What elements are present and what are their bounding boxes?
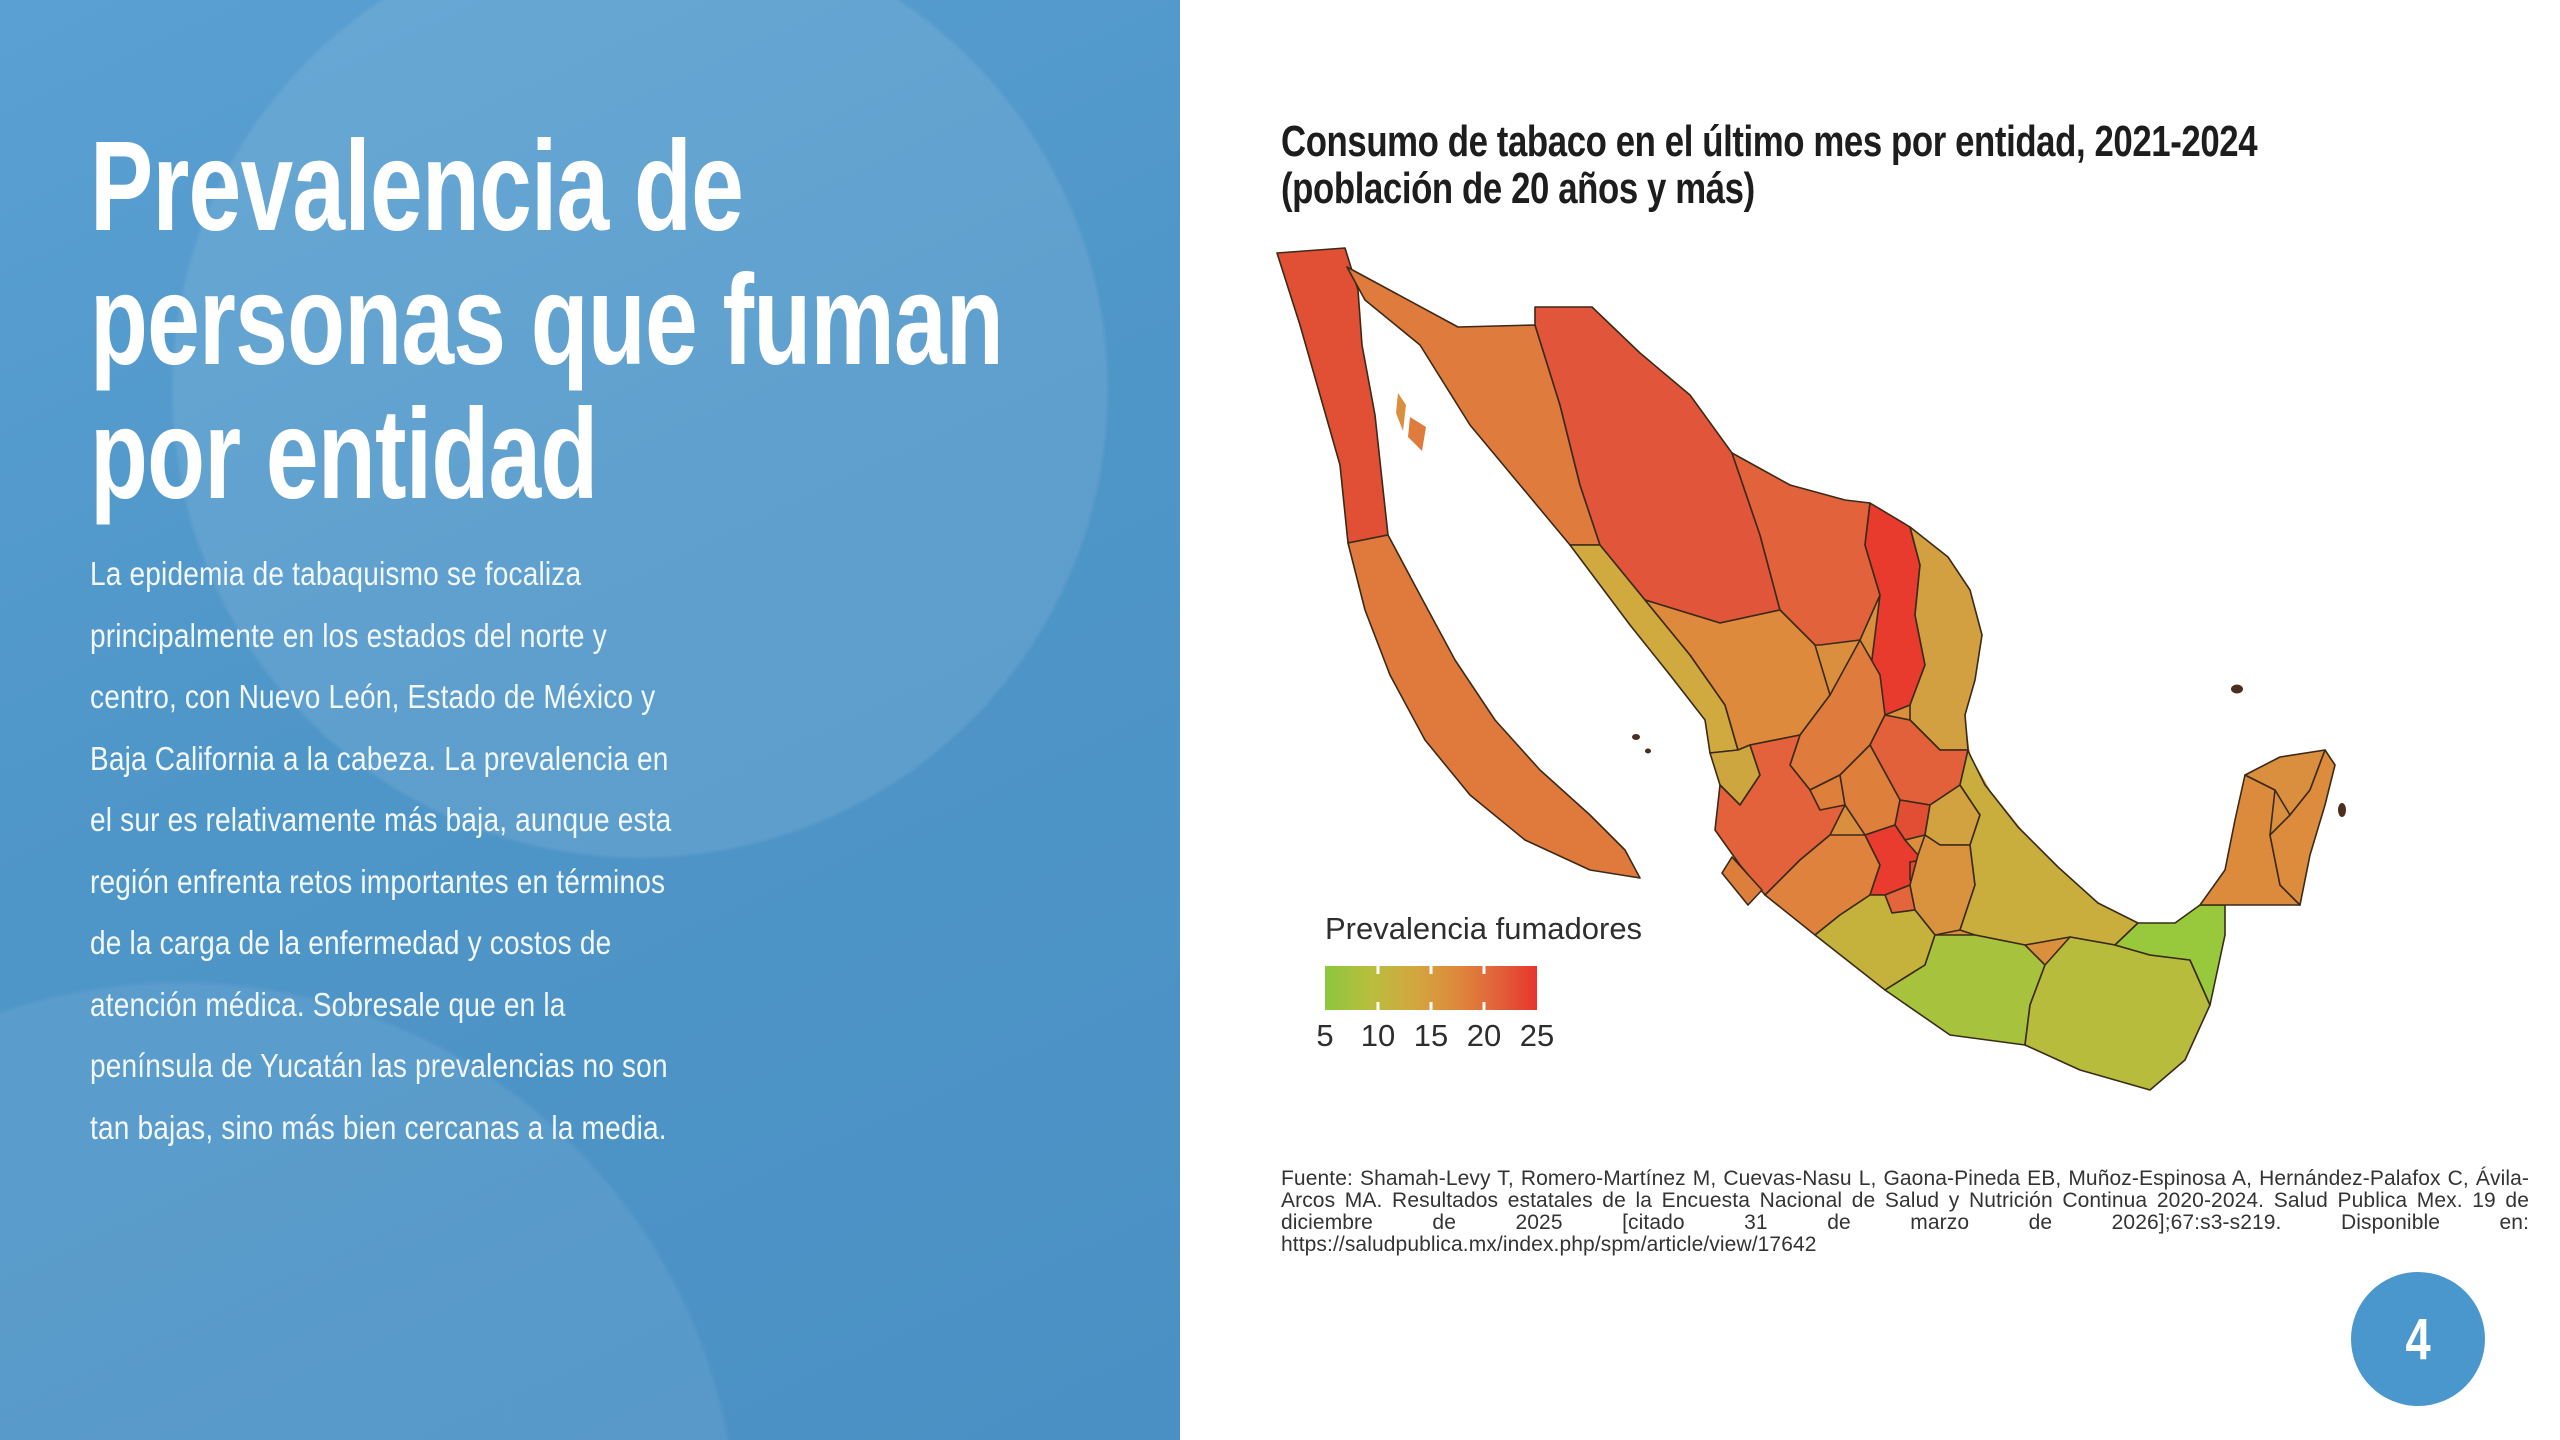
page-number: 4 — [2405, 1306, 2431, 1372]
state-veracruz: Veracruz — 12 — [1959, 749, 2139, 946]
legend-tick-label: 25 — [1519, 1018, 1555, 1053]
island-marias-1 — [1632, 734, 1640, 740]
legend-tick-notch — [1429, 966, 1433, 974]
island-tiburon — [1408, 417, 1426, 451]
legend-tick-notch — [1482, 1002, 1486, 1010]
state-colima: Colima — 18 — [1721, 856, 1763, 906]
mexico-choropleth-map: Baja California — 22Baja California Sur … — [1270, 245, 2540, 1135]
legend-title: Prevalencia fumadores — [1325, 911, 1643, 946]
state-quintana_roo: Quintana Roo — 17 — [2269, 749, 2336, 906]
island-angel-de-la-guarda — [1396, 393, 1406, 431]
map-chart-title: Consumo de tabaco en el último mes por e… — [1281, 117, 2258, 213]
island-cozumel — [2338, 803, 2346, 817]
island-north-of-yucatan — [2231, 684, 2243, 694]
state-coahuila: Coahuila — 20 — [1731, 452, 1881, 646]
island-marias-2 — [1645, 748, 1651, 754]
state-baja_california_sur: Baja California Sur — 18 — [1347, 534, 1641, 879]
legend-tick-notch — [1376, 966, 1380, 974]
state-tabasco: Tabasco — 7 — [2114, 904, 2226, 1006]
legend-tick-notch — [1482, 966, 1486, 974]
legend-tick-label: 10 — [1360, 1018, 1396, 1053]
slide-body-text: La epidemia de tabaquismo se focaliza pr… — [90, 555, 672, 1146]
legend-tick-label: 5 — [1316, 1018, 1334, 1053]
legend-tick-label: 15 — [1413, 1018, 1449, 1053]
legend-color-scale — [1325, 966, 1537, 1010]
mexico-map-svg: Baja California — 22Baja California Sur … — [1276, 247, 2346, 1091]
legend-tick-notch — [1429, 1002, 1433, 1010]
state-queretaro: Querétaro — 22 — [1894, 799, 1931, 841]
state-chiapas: Chiapas — 10 — [2024, 936, 2211, 1091]
source-citation: Fuente: Shamah-Levy T, Romero-Martínez M… — [1281, 1167, 2529, 1256]
left-text-panel: Prevalencia de personas que fuman por en… — [0, 0, 1180, 1440]
legend-tick-label: 20 — [1466, 1018, 1502, 1053]
page-number-badge: 4 — [2351, 1272, 2485, 1406]
state-campeche: Campeche — 17 — [2199, 774, 2301, 906]
state-tamaulipas: Tamaulipas — 13 — [1909, 526, 1983, 751]
legend-tick-notch — [1376, 1002, 1380, 1010]
slide-title: Prevalencia de personas que fuman por en… — [90, 115, 1004, 526]
legend-tick-labels: 5 10 15 20 25 — [1316, 1018, 1554, 1058]
